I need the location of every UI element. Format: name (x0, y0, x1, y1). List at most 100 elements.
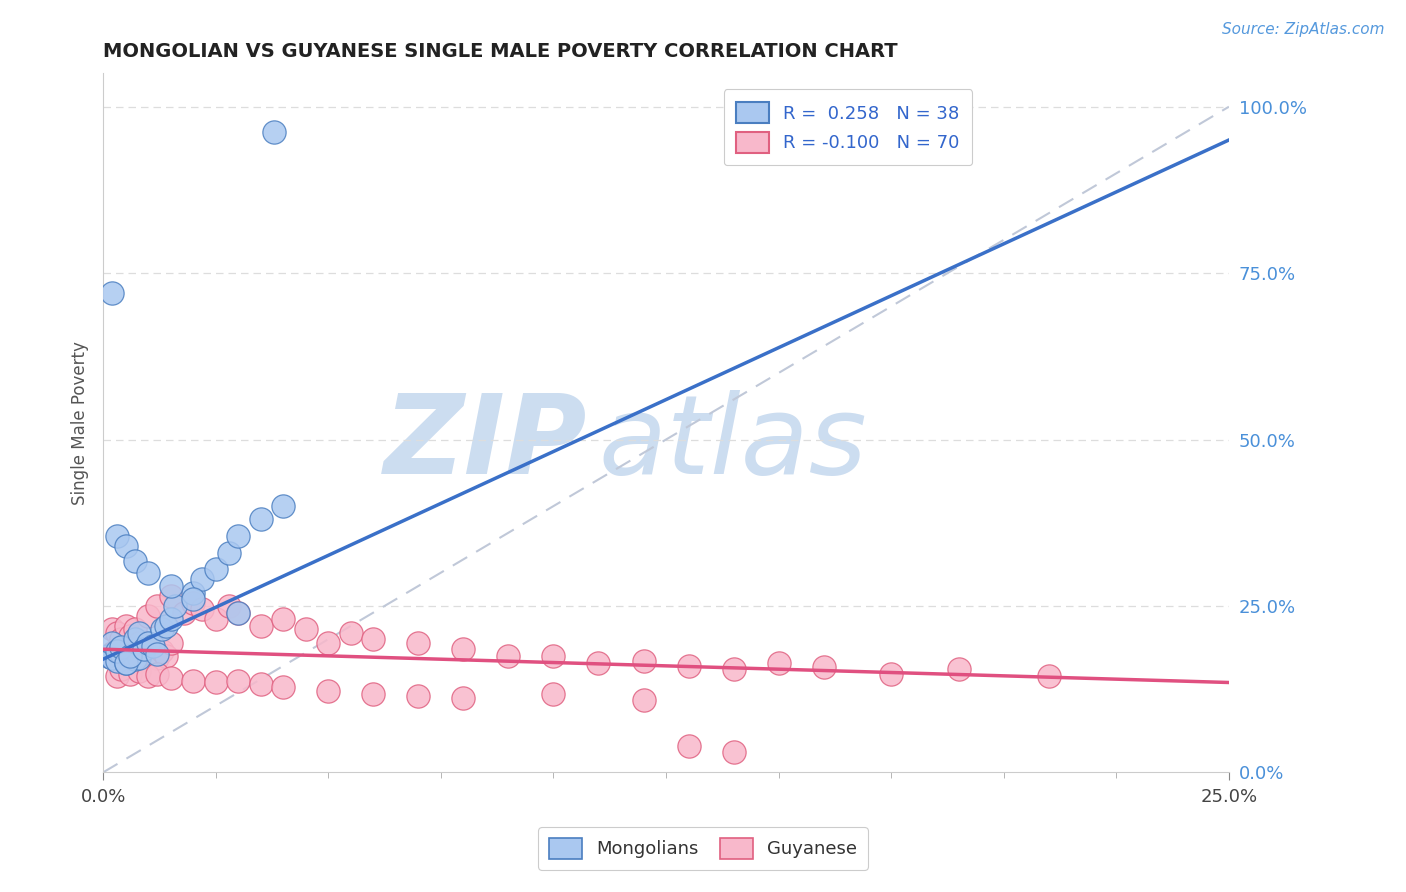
Point (142, 640, 165, 655)
Point (124, 651, 146, 665)
Point (101, 646, 124, 660)
Point (181, 585, 204, 599)
Point (723, 745, 745, 759)
Point (114, 539, 136, 553)
Point (132, 639, 155, 653)
Point (124, 554, 146, 568)
Text: ZIP: ZIP (384, 391, 588, 498)
Point (114, 656, 136, 670)
Point (155, 648, 177, 663)
Point (97, 648, 120, 663)
Point (114, 656, 136, 670)
Point (159, 671, 181, 685)
Text: MONGOLIAN VS GUYANESE SINGLE MALE POVERTY CORRELATION CHART: MONGOLIAN VS GUYANESE SINGLE MALE POVERT… (103, 42, 898, 61)
Point (110, 642, 132, 657)
Point (218, 599, 240, 613)
Point (146, 651, 169, 665)
Point (633, 654, 655, 668)
Point (136, 669, 159, 683)
Point (150, 644, 173, 658)
Point (453, 690, 475, 705)
Point (181, 596, 204, 610)
Point (124, 632, 146, 647)
Point (128, 625, 150, 640)
Point (105, 644, 128, 658)
Point (101, 286, 124, 301)
Point (120, 648, 142, 663)
Point (136, 609, 159, 624)
Point (136, 635, 159, 649)
Point (678, 658, 700, 673)
Point (543, 648, 565, 663)
Point (120, 647, 142, 661)
Point (101, 635, 124, 649)
Point (114, 656, 136, 670)
Point (363, 687, 385, 701)
Point (97, 648, 120, 663)
Point (316, 684, 339, 698)
Point (226, 529, 249, 543)
Point (146, 666, 169, 681)
Point (101, 622, 124, 636)
Point (191, 572, 214, 586)
Point (813, 660, 835, 674)
Point (124, 652, 146, 666)
Point (181, 673, 204, 688)
Point (498, 648, 520, 663)
Point (120, 647, 142, 661)
Point (105, 625, 128, 640)
Point (408, 689, 430, 703)
Point (136, 566, 159, 580)
Point (294, 622, 316, 636)
Point (165, 599, 187, 613)
Point (173, 606, 195, 620)
Point (453, 642, 475, 657)
Point (128, 651, 150, 665)
Point (249, 512, 271, 526)
Point (633, 693, 655, 707)
Point (249, 677, 271, 691)
Legend: R =  0.258   N = 38, R = -0.100   N = 70: R = 0.258 N = 38, R = -0.100 N = 70 (724, 89, 972, 165)
Point (678, 739, 700, 753)
Point (105, 669, 128, 683)
Point (363, 632, 385, 647)
Point (880, 666, 903, 681)
Point (124, 622, 146, 636)
Point (128, 664, 150, 678)
Point (263, 125, 285, 139)
Point (136, 646, 159, 660)
Point (340, 625, 363, 640)
Point (191, 602, 214, 616)
Text: Source: ZipAtlas.com: Source: ZipAtlas.com (1222, 22, 1385, 37)
Point (159, 612, 181, 626)
Point (316, 635, 339, 649)
Point (110, 646, 132, 660)
Point (218, 546, 240, 560)
Point (150, 622, 173, 636)
Point (105, 654, 128, 668)
Point (101, 651, 124, 665)
Point (249, 619, 271, 633)
Point (204, 562, 226, 576)
Point (723, 662, 745, 676)
Point (146, 647, 169, 661)
Point (110, 632, 132, 647)
Point (159, 589, 181, 603)
Point (132, 642, 155, 657)
Point (155, 619, 177, 633)
Point (120, 629, 142, 643)
Point (271, 499, 294, 513)
Point (142, 639, 165, 653)
Point (204, 612, 226, 626)
Point (226, 606, 249, 620)
Point (226, 673, 249, 688)
Point (271, 612, 294, 626)
Point (271, 680, 294, 694)
Point (110, 662, 132, 676)
Text: atlas: atlas (599, 391, 868, 498)
Point (110, 640, 132, 655)
Point (768, 656, 790, 670)
Point (204, 675, 226, 690)
Legend: Mongolians, Guyanese: Mongolians, Guyanese (538, 827, 868, 870)
Point (128, 654, 150, 668)
